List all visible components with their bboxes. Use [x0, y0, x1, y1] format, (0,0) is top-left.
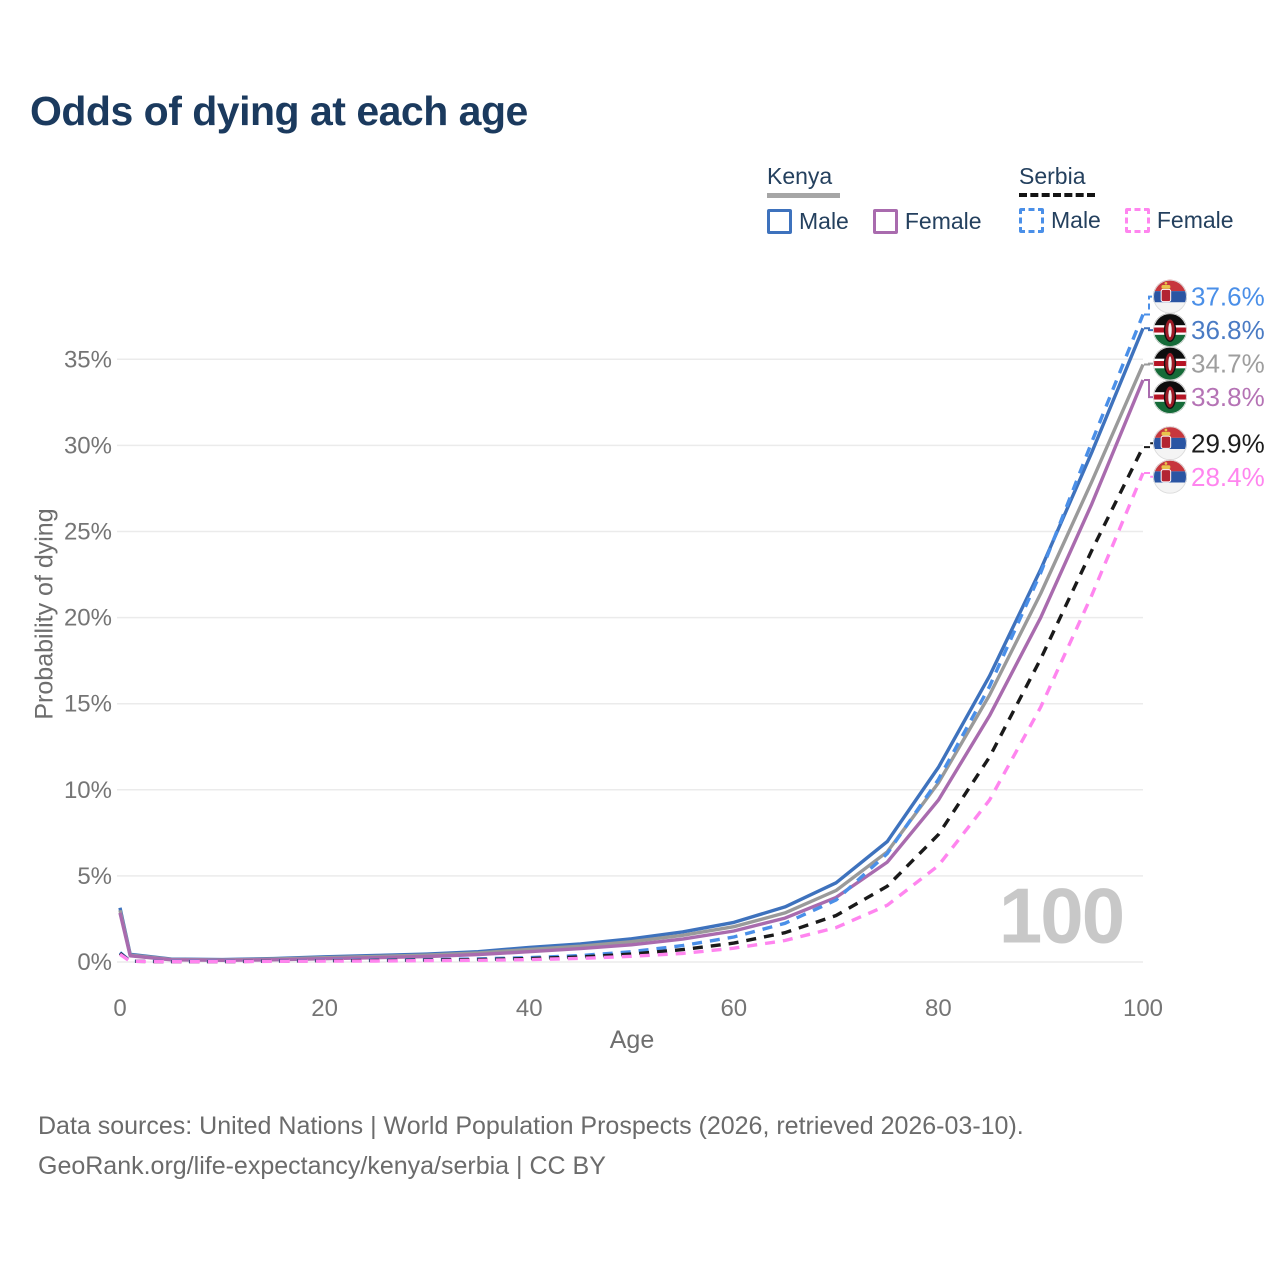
kenya-flag-icon — [1153, 346, 1187, 381]
serbia-female-swatch-icon — [1124, 208, 1150, 233]
kenya-line-style-sample — [767, 193, 840, 198]
end-connector-kenya-both-sexes — [1144, 362, 1153, 366]
series-line-kenya-female — [118, 379, 1145, 962]
y-tick-label: 30% — [64, 432, 112, 459]
serbia-line-style-sample — [1019, 193, 1095, 197]
end-value-label-serbia-male: 37.6% — [1191, 282, 1265, 312]
series-line-kenya-male — [118, 327, 1145, 962]
serbia-flag-icon — [1153, 279, 1187, 314]
kenya-female-swatch-icon — [872, 209, 898, 234]
legend-item-kenya-female[interactable]: Female — [872, 208, 982, 235]
legend-item-label: Male — [1051, 207, 1101, 233]
end-value-label-kenya-female: 33.8% — [1191, 382, 1265, 412]
end-value-label-serbia-female: 28.4% — [1191, 462, 1265, 492]
y-tick-label: 15% — [64, 691, 112, 718]
y-tick-label: 10% — [64, 777, 112, 804]
end-value-label-kenya-male: 36.8% — [1191, 315, 1265, 345]
x-axis-title: Age — [609, 1026, 655, 1054]
footer: Data sources: United Nations | World Pop… — [38, 1106, 1024, 1186]
x-tick-label: 40 — [516, 995, 543, 1022]
legend-item-label: Male — [799, 208, 849, 234]
serbia-flag-icon — [1153, 459, 1187, 494]
end-connector-kenya-male — [1144, 327, 1153, 332]
end-value-label-kenya-both-sexes: 34.7% — [1191, 349, 1265, 379]
data-source-line: Data sources: United Nations | World Pop… — [38, 1112, 1024, 1140]
serbia-male-swatch-icon — [1019, 208, 1044, 233]
y-tick-label: 20% — [64, 605, 112, 632]
legend-item-label: Female — [904, 208, 982, 234]
x-tick-label: 0 — [113, 995, 126, 1022]
y-tick-label: 5% — [77, 863, 112, 890]
kenya-flag-icon — [1153, 380, 1187, 415]
x-tick-label: 80 — [925, 995, 952, 1022]
serbia-flag-icon — [1153, 426, 1187, 461]
legend-item-label: Female — [1156, 207, 1234, 233]
legend-country-serbia: Serbia — [1019, 163, 1086, 189]
y-axis-title: Probability of dying — [30, 508, 59, 720]
series-line-kenya-both-sexes — [118, 363, 1145, 962]
legend-item-serbia-male[interactable]: Male — [1019, 207, 1101, 234]
kenya-flag-icon — [1153, 313, 1187, 348]
legend-group-serbia: Serbia Male Female — [1019, 163, 1234, 234]
legend-item-serbia-female[interactable]: Female — [1124, 207, 1234, 234]
x-tick-label: 100 — [1123, 995, 1163, 1022]
series-line-serbia-female — [119, 472, 1145, 964]
end-connector-kenya-female — [1144, 379, 1153, 399]
end-connector-serbia-female — [1144, 472, 1153, 478]
y-tick-label: 0% — [77, 949, 112, 976]
end-connector-serbia-both-sexes — [1144, 442, 1153, 449]
page-title: Odds of dying at each age — [30, 88, 528, 134]
legend-item-kenya-male[interactable]: Male — [767, 208, 849, 235]
end-value-label-serbia-both-sexes: 29.9% — [1191, 428, 1265, 458]
x-tick-label: 60 — [720, 995, 747, 1022]
age-watermark: 100 — [998, 871, 1125, 960]
attribution-line: GeoRank.org/life-expectancy/kenya/serbia… — [38, 1152, 606, 1180]
end-connector-serbia-male — [1144, 295, 1153, 316]
kenya-male-swatch-icon — [767, 209, 792, 234]
y-tick-label: 25% — [64, 519, 112, 546]
y-tick-label: 35% — [64, 346, 112, 373]
x-tick-label: 20 — [311, 995, 338, 1022]
series-line-serbia-male — [118, 313, 1145, 964]
gridlines: 0% 5% 10% 15% 20% 25% 30% 35% 0 20 40 60 80 100 — [64, 346, 1163, 1022]
legend-country-kenya: Kenya — [767, 163, 833, 189]
legend-group-kenya: Kenya Male Female — [767, 163, 982, 235]
